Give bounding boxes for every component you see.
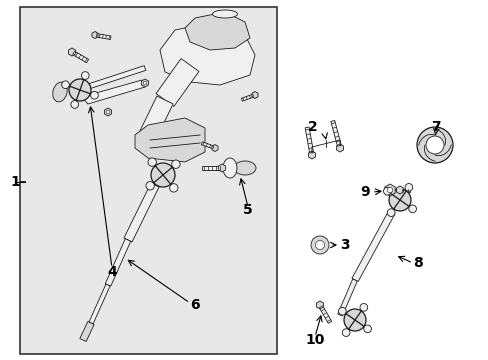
Polygon shape — [95, 33, 111, 40]
Polygon shape — [218, 164, 225, 172]
Circle shape — [425, 136, 443, 154]
Polygon shape — [211, 144, 218, 152]
Circle shape — [151, 163, 175, 187]
Ellipse shape — [234, 161, 256, 175]
Polygon shape — [308, 151, 315, 159]
Circle shape — [69, 79, 91, 101]
Polygon shape — [336, 144, 343, 152]
Polygon shape — [184, 12, 249, 50]
Polygon shape — [316, 301, 323, 309]
Polygon shape — [399, 189, 409, 192]
Bar — [20, 7, 276, 354]
Polygon shape — [156, 59, 199, 107]
Polygon shape — [305, 127, 313, 156]
Circle shape — [383, 187, 390, 195]
Polygon shape — [202, 166, 222, 170]
Circle shape — [106, 110, 110, 114]
Circle shape — [148, 158, 156, 166]
Circle shape — [169, 184, 178, 192]
Circle shape — [342, 329, 349, 337]
Ellipse shape — [53, 82, 67, 102]
Circle shape — [90, 91, 98, 99]
Circle shape — [338, 307, 346, 315]
Circle shape — [386, 187, 392, 193]
Circle shape — [416, 127, 452, 163]
Polygon shape — [384, 184, 394, 196]
Polygon shape — [251, 91, 258, 99]
Text: 1–: 1– — [10, 175, 27, 189]
Ellipse shape — [212, 10, 237, 18]
Circle shape — [171, 160, 180, 168]
Text: 8: 8 — [412, 256, 422, 270]
Polygon shape — [351, 210, 394, 282]
Polygon shape — [141, 79, 148, 87]
Circle shape — [343, 309, 365, 331]
Polygon shape — [123, 183, 159, 242]
Polygon shape — [71, 50, 88, 63]
Circle shape — [61, 81, 69, 89]
Circle shape — [81, 72, 89, 79]
Polygon shape — [68, 48, 75, 56]
Polygon shape — [140, 96, 173, 139]
Polygon shape — [89, 66, 145, 88]
Text: 3: 3 — [339, 238, 349, 252]
Polygon shape — [201, 142, 215, 149]
Circle shape — [408, 205, 416, 213]
Polygon shape — [330, 121, 341, 149]
Circle shape — [388, 189, 410, 211]
Circle shape — [315, 240, 324, 249]
Polygon shape — [160, 22, 254, 85]
Circle shape — [143, 81, 146, 85]
Polygon shape — [89, 284, 110, 324]
Text: 10: 10 — [305, 333, 324, 347]
Circle shape — [363, 325, 371, 333]
Polygon shape — [92, 32, 98, 39]
Ellipse shape — [223, 158, 237, 178]
Circle shape — [359, 303, 367, 311]
Text: 6: 6 — [190, 298, 200, 312]
Polygon shape — [82, 80, 145, 104]
Polygon shape — [104, 108, 111, 116]
Text: 7: 7 — [430, 120, 440, 134]
Text: 5: 5 — [243, 203, 252, 217]
Circle shape — [386, 209, 394, 216]
Polygon shape — [80, 321, 94, 342]
Text: 2: 2 — [307, 120, 317, 134]
Polygon shape — [135, 118, 204, 162]
Polygon shape — [396, 186, 403, 194]
Polygon shape — [105, 239, 130, 286]
Text: 9: 9 — [360, 185, 369, 199]
Circle shape — [310, 236, 328, 254]
Circle shape — [404, 184, 412, 191]
Polygon shape — [318, 304, 331, 323]
Polygon shape — [241, 94, 255, 101]
Circle shape — [71, 101, 79, 108]
Polygon shape — [337, 279, 357, 316]
Circle shape — [145, 181, 154, 190]
Text: 4: 4 — [107, 265, 117, 279]
